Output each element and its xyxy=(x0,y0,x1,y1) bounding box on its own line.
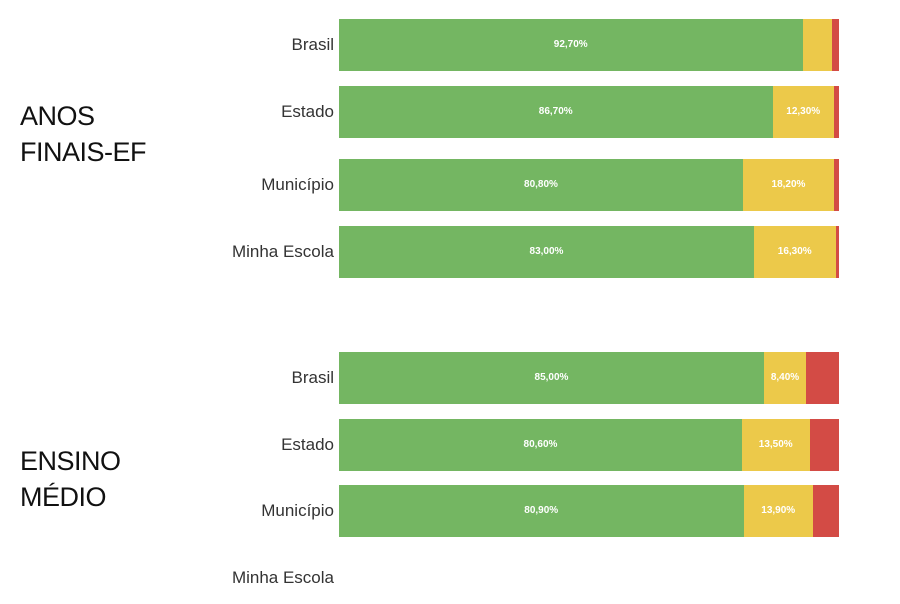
data-label: 80,80% xyxy=(524,179,558,190)
data-label: 83,00% xyxy=(529,246,564,257)
category-label: Município xyxy=(261,175,334,194)
bar-segment-yellow xyxy=(764,352,806,404)
data-label: 13,90% xyxy=(761,505,796,516)
section-title-line: MÉDIO xyxy=(20,482,107,512)
data-label: 13,50% xyxy=(758,439,793,450)
bar-segment-red xyxy=(834,159,839,211)
bar-segment-yellow xyxy=(802,19,832,71)
data-label: 16,30% xyxy=(777,246,812,257)
bar-segment-yellow xyxy=(743,485,813,537)
data-label: 12,30% xyxy=(786,106,821,117)
data-label: 86,70% xyxy=(538,106,573,117)
bar-segment-green xyxy=(339,485,744,537)
stacked-bar: 80,90% 13,90% xyxy=(339,485,839,537)
data-label: 8,40% xyxy=(770,372,800,383)
data-label: 80,90% xyxy=(524,505,559,516)
chart-row: Município 80,80% 18,20% xyxy=(0,159,900,211)
bar-segment-green xyxy=(339,352,764,404)
chart-row: Brasil 85,00% 8,40% xyxy=(0,352,900,404)
stacked-bar: 85,00% 8,40% xyxy=(339,352,839,404)
bar-segment-red xyxy=(835,226,839,278)
chart-row: Município 80,90% 13,90% xyxy=(0,485,900,537)
stacked-bar: 83,00% 16,30% xyxy=(339,226,839,278)
chart-row: Estado 86,70% 12,30% xyxy=(0,86,900,138)
bar-segment-red xyxy=(809,419,839,471)
chart-row: Minha Escola xyxy=(0,552,900,604)
stacked-bar: 86,70% 12,30% xyxy=(339,86,839,138)
stacked-bar: 80,60% 13,50% xyxy=(339,419,839,471)
stacked-bar: 80,80% 18,20% xyxy=(339,159,839,211)
bar-segment-red xyxy=(806,352,839,404)
chart-row: Minha Escola 83,00% 16,30% xyxy=(0,226,900,278)
bar-segment-red xyxy=(832,19,839,71)
bar-segment-green xyxy=(339,159,743,211)
category-label: Minha Escola xyxy=(231,568,334,587)
stacked-bar: 92,70% xyxy=(339,19,839,71)
bar-segment-green xyxy=(339,419,742,471)
category-label: Município xyxy=(261,501,334,520)
data-label: 80,60% xyxy=(523,439,558,450)
section-title-ensino-medio: ENSINO MÉDIO xyxy=(20,443,121,515)
category-label: Brasil xyxy=(291,368,334,387)
section-title-line: FINAIS-EF xyxy=(20,137,147,167)
data-label: 85,00% xyxy=(534,372,569,383)
bar-segment-green xyxy=(339,226,754,278)
data-label: 92,70% xyxy=(553,39,588,50)
bar-segment-red xyxy=(813,485,839,537)
chart-row: Estado 80,60% 13,50% xyxy=(0,419,900,471)
category-label: Minha Escola xyxy=(231,242,334,261)
bar-segment-green xyxy=(339,19,803,71)
bar-segment-yellow xyxy=(742,419,810,471)
section-title-anos-finais: ANOS FINAIS-EF xyxy=(20,98,147,170)
bar-segment-red xyxy=(834,86,839,138)
bar-segment-yellow xyxy=(743,159,834,211)
bar-segment-yellow xyxy=(772,86,834,138)
data-label: 18,20% xyxy=(771,179,806,190)
section-title-line: ANOS xyxy=(20,101,95,131)
bar-segment-green xyxy=(339,86,773,138)
category-label: Brasil xyxy=(291,35,334,54)
section-title-line: ENSINO xyxy=(20,446,121,476)
category-label: Estado xyxy=(281,435,334,454)
bar-segment-yellow xyxy=(754,226,836,278)
chart-row: Brasil 92,70% xyxy=(0,19,900,71)
category-label: Estado xyxy=(281,102,334,121)
